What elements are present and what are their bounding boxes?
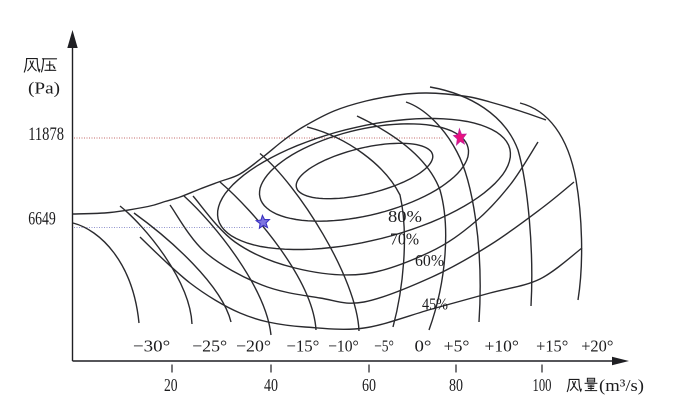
svg-text:100: 100 xyxy=(533,375,552,395)
svg-text:6649: 6649 xyxy=(28,209,56,230)
svg-text:+15°: +15° xyxy=(536,337,568,356)
svg-text:20: 20 xyxy=(164,375,178,395)
svg-text:−15°: −15° xyxy=(286,337,319,356)
svg-text:+10°: +10° xyxy=(485,337,519,356)
svg-text:80: 80 xyxy=(449,375,463,395)
svg-text:−10°: −10° xyxy=(328,337,359,356)
svg-text:−5°: −5° xyxy=(374,337,394,356)
svg-text:40: 40 xyxy=(264,375,278,395)
svg-text:70%: 70% xyxy=(390,230,419,249)
svg-text:60: 60 xyxy=(362,375,376,395)
svg-text:(Pa): (Pa) xyxy=(28,79,60,98)
svg-text:−30°: −30° xyxy=(133,337,170,356)
svg-text:80%: 80% xyxy=(388,207,422,226)
svg-text:+20°: +20° xyxy=(581,337,613,356)
svg-text:−20°: −20° xyxy=(236,337,271,356)
svg-text:0°: 0° xyxy=(415,337,432,356)
svg-text:−25°: −25° xyxy=(192,337,227,356)
svg-text:+5°: +5° xyxy=(444,337,470,356)
svg-text:11878: 11878 xyxy=(28,124,64,145)
svg-text:(m³/s): (m³/s) xyxy=(599,376,644,395)
svg-text:60%: 60% xyxy=(415,251,444,270)
svg-text:45%: 45% xyxy=(422,295,448,314)
